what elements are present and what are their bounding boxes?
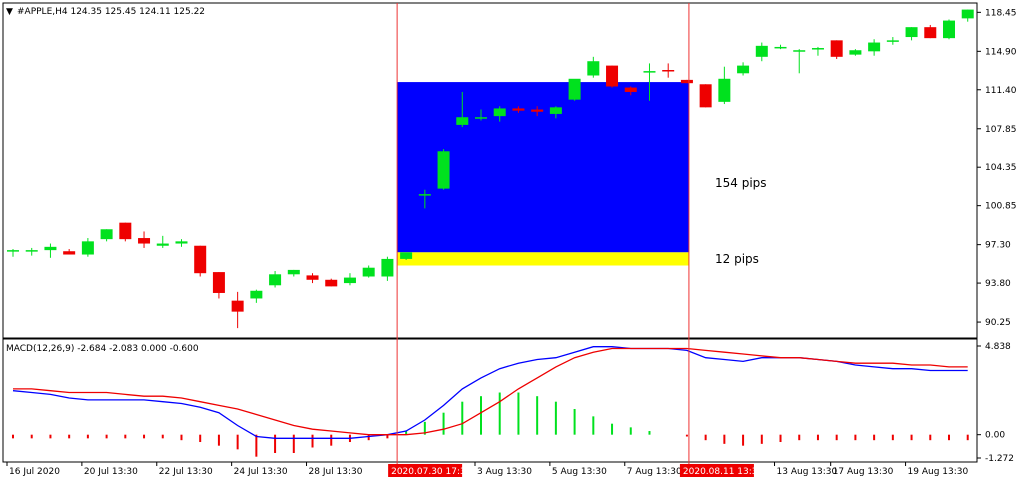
candle-body — [868, 42, 881, 52]
candle-body — [643, 71, 656, 73]
candle-body — [624, 87, 637, 92]
time-axis-label: 17 Aug 13:30 — [833, 467, 894, 477]
candle-body — [156, 243, 169, 246]
candle-body — [587, 61, 600, 76]
price-axis-label: 114.90 — [985, 47, 1017, 57]
candle-body — [961, 9, 974, 19]
candle-body — [849, 50, 862, 55]
time-axis-label: 16 Jul 2020 — [9, 467, 60, 477]
macd-axis-label: 0.00 — [985, 431, 1005, 441]
yellow-zone-rectangle[interactable] — [397, 252, 689, 266]
macd-axis-label: 4.838 — [985, 342, 1011, 352]
candle-body — [437, 151, 450, 189]
candle-body — [512, 108, 525, 111]
time-axis-label: 20 Jul 13:30 — [84, 467, 138, 477]
candle-body — [718, 78, 731, 102]
candle-body — [662, 70, 675, 72]
candle-body — [680, 79, 693, 84]
candle-body — [194, 245, 207, 274]
candle-body — [250, 290, 263, 299]
price-axis-label: 107.85 — [985, 125, 1017, 135]
candle-body — [793, 50, 806, 52]
macd-axis: 4.838 0.00 -1.272 — [977, 342, 1014, 464]
candle-body — [905, 27, 918, 38]
candle-body — [886, 40, 899, 42]
candle-body — [456, 117, 469, 125]
candle-body — [100, 229, 113, 240]
price-axis-label: 118.45 — [985, 8, 1017, 18]
time-axis-label: 5 Aug 13:30 — [552, 467, 607, 477]
candle-body — [231, 300, 244, 312]
candle-body — [400, 252, 413, 259]
candle-body — [325, 279, 338, 287]
candle-body — [699, 84, 712, 108]
candle-body — [212, 272, 225, 293]
candle-body — [119, 222, 132, 240]
price-axis: 118.45 114.90 111.40 107.85 104.35 100.85 97.3… — [977, 8, 1017, 328]
time-axis-label: 24 Jul 13:30 — [234, 467, 288, 477]
candle-body — [531, 109, 544, 112]
price-axis-label: 93.80 — [985, 279, 1011, 289]
candle-body — [811, 48, 824, 50]
candle-body — [175, 241, 188, 244]
macd-pane-border — [2, 338, 978, 463]
symbol-dropdown-icon[interactable]: ▼ — [6, 7, 13, 17]
candle-body — [269, 274, 282, 286]
macd-indicator-title: MACD(12,26,9) -2.684 -2.083 0.000 -0.600 — [6, 344, 199, 354]
candle-body — [63, 251, 76, 255]
candle-body — [362, 267, 375, 277]
candle-body — [81, 241, 94, 255]
time-axis-label: 22 Jul 13:30 — [159, 467, 213, 477]
candle-body — [774, 46, 787, 49]
time-axis-label: 28 Jul 13:30 — [309, 467, 363, 477]
candle-body — [381, 258, 394, 277]
time-axis-highlight-label: 2020.08.11 13:30 — [683, 467, 764, 477]
time-axis: 16 Jul 2020 20 Jul 13:30 22 Jul 13:30 24 Ju… — [6, 462, 969, 477]
zone-label-154-pips: 154 pips — [715, 176, 767, 190]
candle-body — [44, 246, 57, 251]
candle-body — [737, 65, 750, 74]
macd-axis-label: -1.272 — [985, 454, 1014, 464]
candle-body — [287, 269, 300, 275]
zone-label-12-pips: 12 pips — [715, 252, 759, 266]
time-axis-label: 7 Aug 13:30 — [627, 467, 682, 477]
candlestick-series — [7, 9, 974, 329]
candle-body — [830, 40, 843, 57]
candle-body — [924, 27, 937, 39]
price-axis-label: 104.35 — [985, 163, 1017, 173]
time-axis-highlight-bg — [679, 464, 754, 477]
time-axis-label: 3 Aug 13:30 — [477, 467, 532, 477]
candle-body — [943, 20, 955, 39]
candle-body — [138, 238, 151, 244]
candle-body — [418, 194, 431, 196]
candle-body — [493, 108, 506, 117]
candle-body — [475, 117, 487, 119]
time-axis-highlight-label: 2020.07.30 17:30 — [391, 467, 472, 477]
time-axis-highlight-bg — [388, 464, 463, 477]
candle-body — [25, 250, 38, 252]
price-axis-label: 90.25 — [985, 318, 1011, 328]
candle-body — [755, 45, 768, 57]
candle-body — [343, 277, 356, 284]
time-axis-label: 19 Aug 13:30 — [908, 467, 969, 477]
price-pane-border — [2, 2, 978, 339]
candle-body — [549, 107, 562, 114]
signal-line — [13, 347, 968, 436]
candle-body — [7, 250, 19, 252]
candle-body — [306, 275, 319, 280]
time-axis-label: 13 Aug 13:30 — [777, 467, 838, 477]
candle-body — [606, 65, 619, 87]
price-axis-label: 97.30 — [985, 241, 1011, 251]
price-axis-label: 100.85 — [985, 202, 1017, 212]
macd-histogram — [12, 392, 969, 457]
candle-body — [568, 78, 581, 100]
symbol-quote-line: #APPLE,H4 124.35 125.45 124.11 125.22 — [17, 7, 205, 17]
price-axis-label: 111.40 — [985, 86, 1017, 96]
